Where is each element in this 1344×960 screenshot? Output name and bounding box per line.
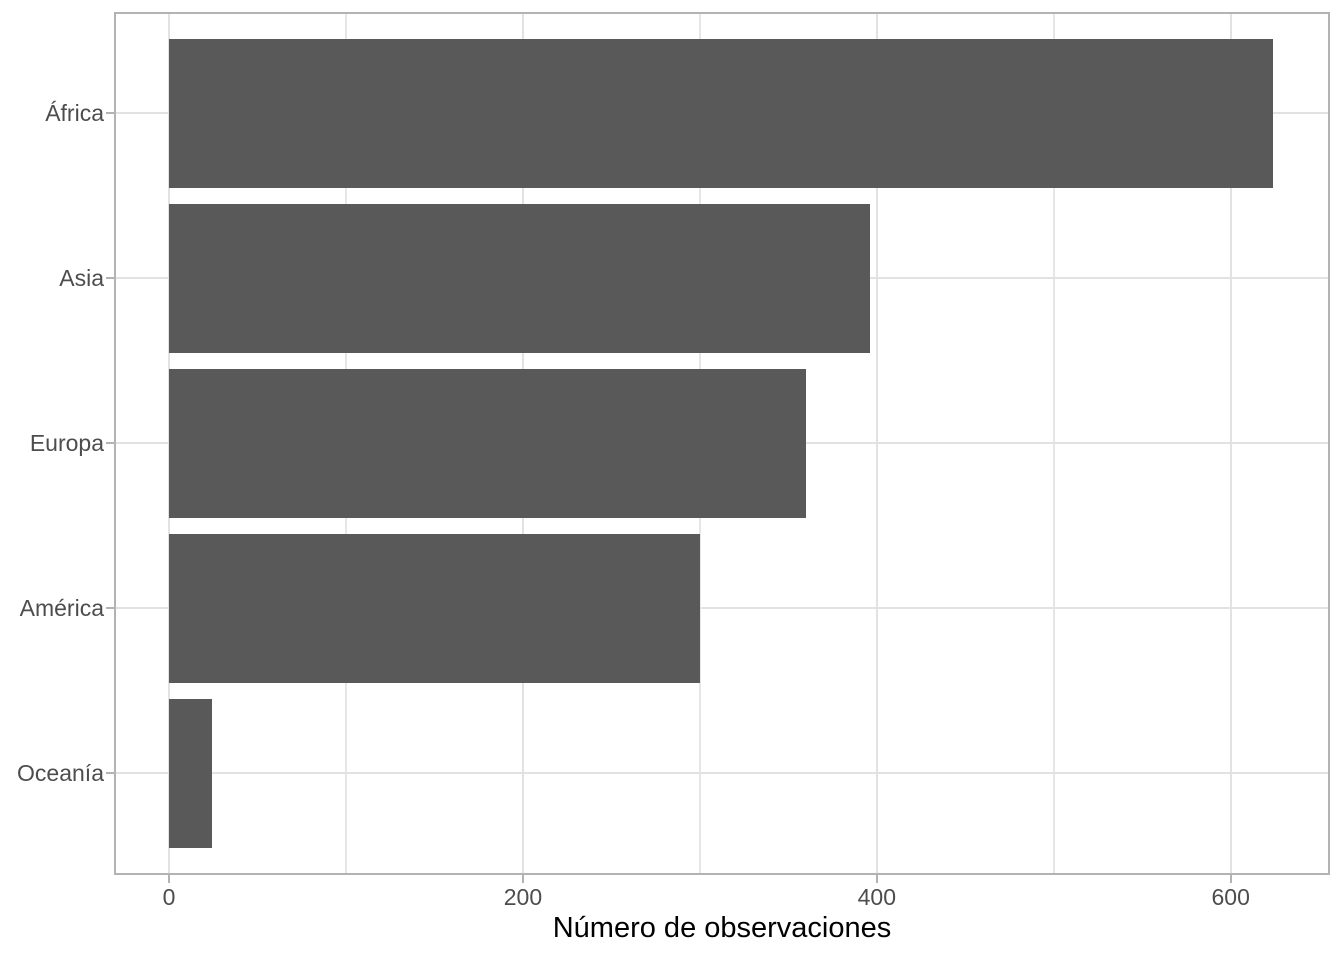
- y-tick-mark: [106, 112, 114, 114]
- y-tick-label: Oceanía: [17, 760, 104, 786]
- y-tick-mark: [106, 607, 114, 609]
- x-tick-label: 200: [503, 884, 543, 910]
- bar: [169, 368, 807, 518]
- y-tick-label: Europa: [29, 430, 104, 456]
- y-tick-label: Asia: [59, 265, 104, 291]
- y-tick-label: África: [45, 100, 104, 126]
- y-major-gridline: [116, 607, 1328, 609]
- bar: [169, 203, 870, 353]
- x-tick-label: 0: [162, 884, 176, 910]
- x-tick-mark: [168, 875, 171, 883]
- y-tick-mark: [106, 277, 114, 279]
- x-tick-mark: [875, 875, 878, 883]
- plot-panel: [114, 12, 1330, 875]
- x-tick-label: 400: [857, 884, 896, 910]
- bar: [169, 38, 1274, 188]
- x-tick-label: 600: [1211, 884, 1250, 910]
- y-major-gridline: [116, 772, 1328, 774]
- x-tick-mark: [1229, 875, 1232, 883]
- bar: [169, 698, 212, 848]
- bar: [169, 533, 700, 683]
- y-tick-mark: [106, 442, 114, 444]
- y-tick-mark: [106, 772, 114, 774]
- y-tick-label: América: [19, 595, 104, 621]
- x-axis-title: Número de observaciones: [552, 912, 892, 944]
- x-tick-mark: [521, 875, 524, 883]
